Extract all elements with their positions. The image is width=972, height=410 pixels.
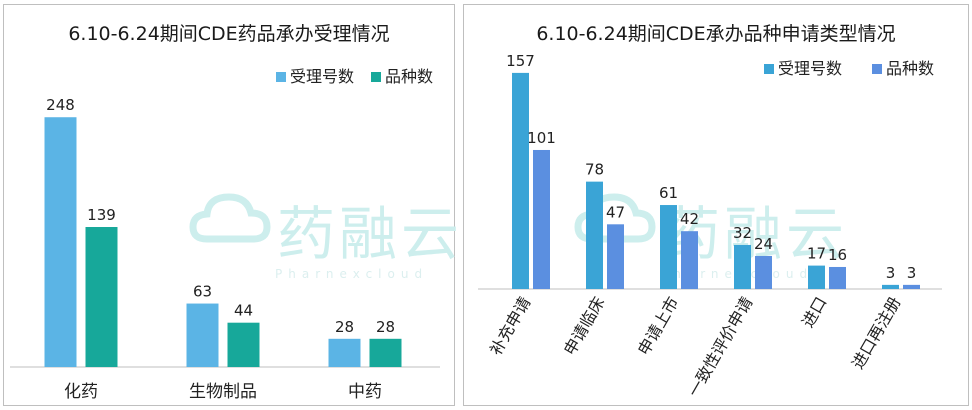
bar-5-series-0 (882, 284, 899, 289)
data-label-5-1: 3 (907, 264, 917, 282)
data-label-2-1: 28 (376, 318, 395, 336)
bar-2-series-1 (369, 338, 402, 367)
bar-0-series-1 (533, 149, 550, 289)
chart-title: 6.10-6.24期间CDE承办品种申请类型情况 (536, 23, 896, 45)
data-label-0-1: 139 (87, 206, 116, 224)
legend-label-1: 品种数 (385, 67, 433, 86)
data-label-1-1: 47 (606, 203, 625, 221)
x-tick-label-0: 化药 (64, 382, 98, 402)
x-tick-label-3: 一致性评价申请 (684, 294, 756, 401)
bar-4-series-1 (829, 266, 846, 289)
bar-chart-left: 受理号数 品种数 248 139 化药 63 44 生物制品 28 28 中药 (10, 67, 440, 402)
x-tick-label-2: 中药 (348, 382, 382, 402)
x-tick-label-5: 进口再注册 (848, 294, 904, 373)
bar-1-series-0 (186, 303, 219, 367)
legend-swatch-0 (764, 64, 774, 74)
chart-title: 6.10-6.24期间CDE药品承办受理情况 (68, 23, 390, 45)
legend-label-0: 受理号数 (290, 67, 354, 86)
data-label-5-0: 3 (886, 264, 896, 282)
data-label-1-1: 44 (234, 302, 253, 320)
x-tick-label-1: 申请临床 (560, 294, 608, 359)
bar-1-series-1 (607, 224, 624, 289)
x-tick-label-4: 进口 (798, 294, 830, 331)
bar-1-series-0 (586, 181, 603, 289)
legend-label-1: 品种数 (886, 59, 934, 78)
data-label-4-1: 16 (828, 246, 847, 264)
x-tick-label-0: 补充申请 (486, 294, 534, 359)
data-label-0-0: 157 (506, 52, 535, 70)
data-label-3-1: 24 (754, 235, 773, 253)
bar-3-series-1 (755, 255, 772, 289)
data-label-0-0: 248 (46, 96, 75, 114)
data-label-1-0: 78 (585, 161, 604, 179)
bar-0-series-0 (512, 72, 529, 289)
bar-3-series-0 (734, 244, 751, 289)
legend-label-0: 受理号数 (778, 59, 842, 78)
bar-0-series-0 (44, 117, 77, 367)
bar-1-series-1 (227, 322, 260, 367)
bar-0-series-1 (85, 227, 118, 367)
legend-swatch-1 (872, 64, 882, 74)
bar-2-series-0 (328, 338, 361, 367)
data-label-2-0: 28 (335, 318, 354, 336)
chart-panel-application-types: 6.10-6.24期间CDE承办品种申请类型情况 药融云 Pharnexclou… (463, 4, 969, 406)
data-label-4-0: 17 (807, 245, 826, 263)
legend-swatch-1 (371, 72, 381, 82)
bar-4-series-0 (808, 265, 825, 289)
data-label-0-1: 101 (527, 129, 556, 147)
data-label-2-1: 42 (680, 210, 699, 228)
bar-2-series-0 (660, 205, 677, 289)
chart-panel-drug-types: 6.10-6.24期间CDE药品承办受理情况 药融云 Pharnexcloud … (3, 4, 459, 406)
x-tick-label-2: 申请上市 (634, 294, 682, 359)
data-label-3-0: 32 (733, 224, 752, 242)
data-label-1-0: 63 (193, 283, 212, 301)
data-label-2-0: 61 (659, 184, 678, 202)
bar-5-series-1 (903, 284, 920, 289)
x-tick-label-1: 生物制品 (189, 382, 257, 402)
legend-swatch-0 (276, 72, 286, 82)
bar-2-series-1 (681, 231, 698, 289)
